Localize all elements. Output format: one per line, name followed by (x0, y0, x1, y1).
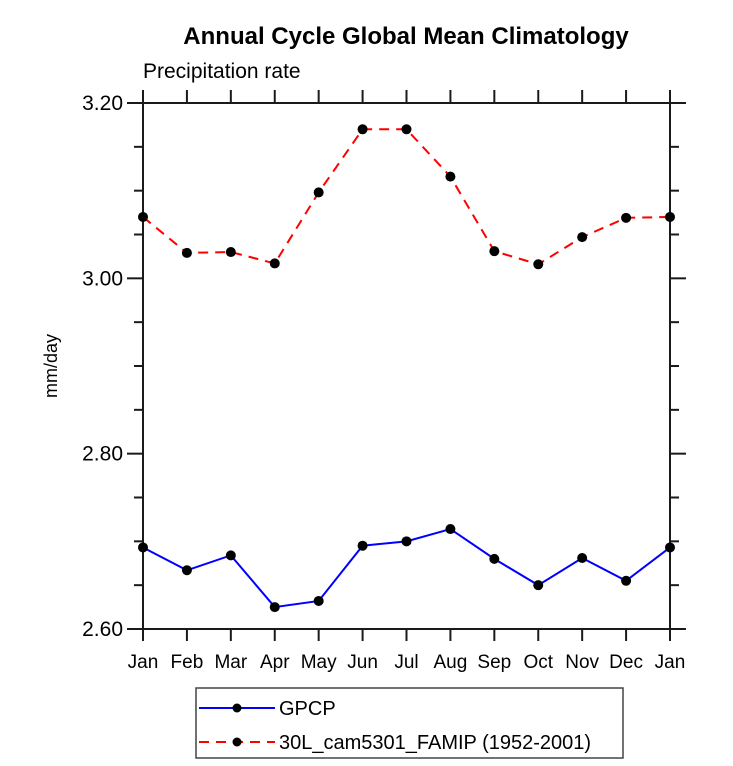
data-point (138, 211, 148, 222)
data-point (445, 171, 456, 182)
data-point (533, 580, 544, 591)
legend-group: GPCP 30L_cam5301_FAMIP (1952-2001) (195, 687, 624, 759)
data-point (313, 187, 324, 198)
x-tick-label: May (301, 652, 337, 673)
series-line-30l-cam5301-famip-1952-2001- (142, 128, 671, 266)
data-point (665, 211, 675, 222)
x-tick-label: Jul (394, 652, 418, 673)
data-point (577, 552, 588, 563)
legend-marker (232, 703, 242, 713)
data-point (401, 124, 412, 135)
data-point (225, 550, 236, 561)
data-series-group (138, 124, 675, 613)
legend-label: GPCP (279, 698, 336, 720)
data-point (665, 542, 675, 553)
y-tick-label: 3.20 (82, 92, 123, 115)
data-point (445, 524, 456, 535)
data-point (533, 259, 544, 270)
x-tick-label: Jan (655, 652, 686, 673)
chart-subtitle: Precipitation rate (143, 60, 301, 83)
plot-frame (142, 102, 671, 630)
x-tick-label: Mar (214, 652, 247, 673)
data-point (138, 542, 148, 553)
data-point (357, 540, 368, 551)
data-point (621, 575, 632, 586)
chart-title: Annual Cycle Global Mean Climatology (183, 23, 629, 50)
data-point (181, 565, 192, 576)
x-tick-label: Feb (171, 652, 204, 673)
legend-box (195, 687, 624, 759)
data-point (577, 232, 588, 243)
x-tick-label: Dec (609, 652, 643, 673)
data-point (401, 536, 412, 547)
data-point (357, 124, 368, 135)
data-point (269, 258, 280, 269)
data-point (621, 212, 632, 223)
legend-marker (232, 737, 242, 747)
data-point (269, 602, 280, 613)
x-tick-labels-group: Jan Feb Mar Apr May Jun Jul Aug Sep Oct Nov Dec Jan (128, 652, 686, 673)
data-point (181, 247, 192, 258)
y-tick-label: 2.60 (82, 618, 123, 641)
y-tick-labels-group: 2.60 2.80 3.00 3.20 (82, 92, 123, 641)
y-tick-label: 2.80 (82, 443, 123, 466)
x-tick-label: Aug (434, 652, 468, 673)
x-tick-label: Sep (477, 652, 511, 673)
x-tick-label: Jun (347, 652, 378, 673)
axis-ticks-group (127, 90, 686, 641)
data-point (489, 246, 500, 257)
y-axis-label: mm/day (41, 334, 61, 398)
data-point (489, 553, 500, 564)
x-tick-label: Jan (128, 652, 159, 673)
data-point (225, 247, 236, 258)
x-tick-label: Apr (260, 652, 290, 673)
y-tick-label: 3.00 (82, 267, 123, 290)
x-tick-label: Nov (565, 652, 599, 673)
legend-label: 30L_cam5301_FAMIP (1952-2001) (279, 732, 591, 754)
x-tick-label: Oct (523, 652, 553, 673)
plot-frame-group (142, 102, 671, 630)
data-point (313, 595, 324, 606)
